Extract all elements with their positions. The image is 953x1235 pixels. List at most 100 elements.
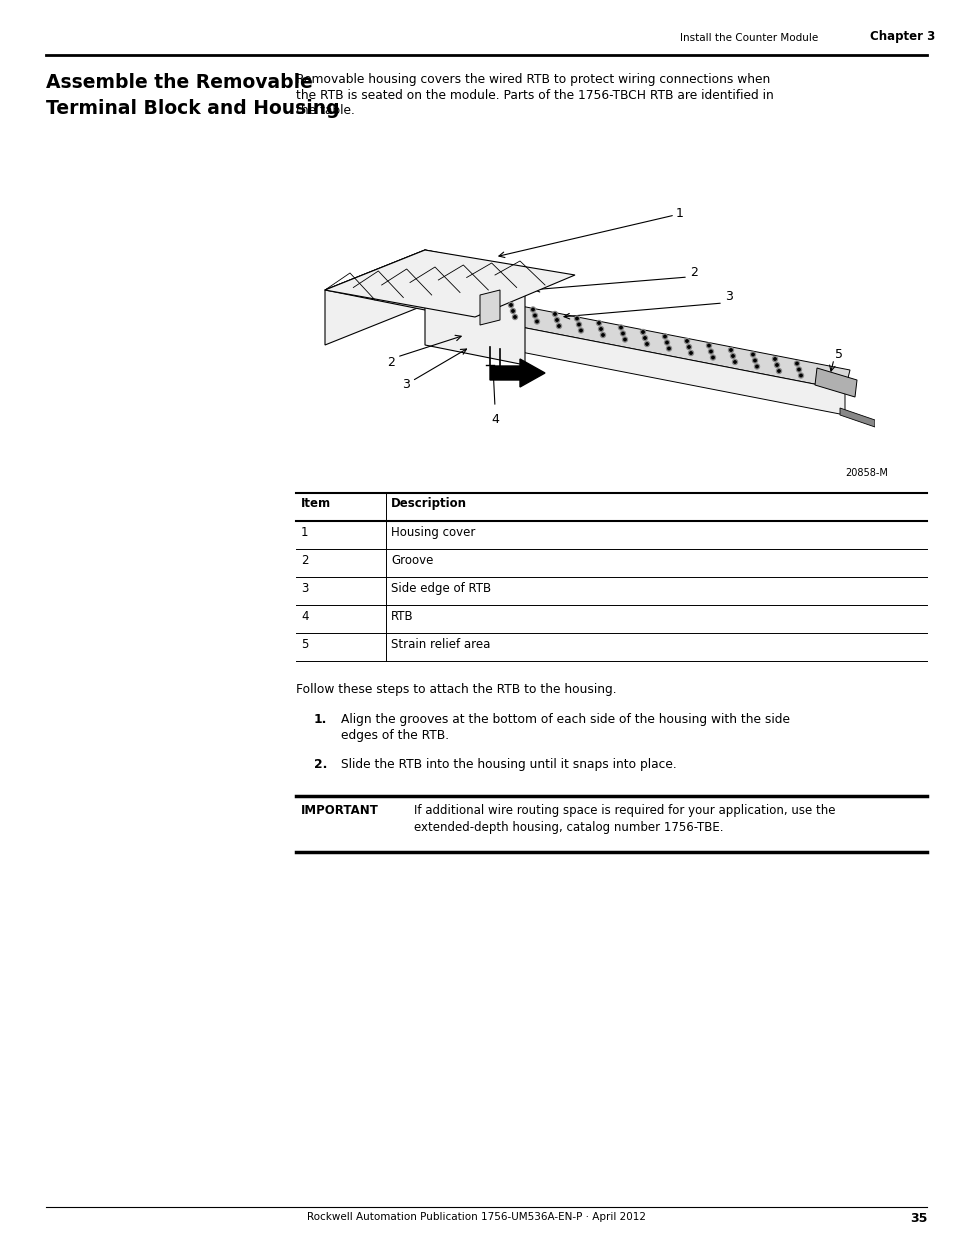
Circle shape bbox=[623, 338, 625, 341]
Polygon shape bbox=[325, 249, 575, 317]
Text: Slide the RTB into the housing until it snaps into place.: Slide the RTB into the housing until it … bbox=[340, 758, 676, 771]
Circle shape bbox=[706, 343, 711, 348]
Circle shape bbox=[754, 364, 759, 369]
Circle shape bbox=[510, 309, 515, 314]
Text: Chapter 3: Chapter 3 bbox=[869, 30, 934, 43]
Circle shape bbox=[730, 353, 735, 358]
Circle shape bbox=[644, 342, 649, 347]
Circle shape bbox=[708, 350, 713, 354]
Circle shape bbox=[578, 324, 579, 326]
Circle shape bbox=[753, 359, 756, 362]
Circle shape bbox=[663, 335, 665, 337]
Text: 1.: 1. bbox=[314, 713, 327, 726]
Circle shape bbox=[530, 308, 535, 312]
Circle shape bbox=[622, 337, 627, 342]
Circle shape bbox=[755, 366, 758, 368]
Text: 3: 3 bbox=[300, 582, 308, 595]
Circle shape bbox=[556, 319, 558, 321]
Circle shape bbox=[667, 347, 670, 350]
Circle shape bbox=[729, 348, 732, 351]
Text: 35: 35 bbox=[909, 1212, 926, 1225]
Circle shape bbox=[752, 358, 757, 363]
Text: Assemble the Removable: Assemble the Removable bbox=[46, 73, 313, 91]
Circle shape bbox=[707, 345, 709, 347]
Circle shape bbox=[514, 316, 516, 319]
Polygon shape bbox=[484, 300, 849, 390]
Circle shape bbox=[772, 357, 777, 362]
Circle shape bbox=[688, 351, 693, 356]
Text: edges of the RTB.: edges of the RTB. bbox=[340, 729, 449, 741]
Circle shape bbox=[619, 326, 621, 329]
Polygon shape bbox=[325, 249, 424, 345]
Circle shape bbox=[661, 333, 667, 338]
Circle shape bbox=[596, 321, 601, 326]
Text: Strain relief area: Strain relief area bbox=[391, 638, 490, 651]
Circle shape bbox=[574, 316, 578, 321]
Circle shape bbox=[794, 361, 799, 366]
Text: the table.: the table. bbox=[295, 104, 355, 117]
Circle shape bbox=[532, 312, 537, 317]
Polygon shape bbox=[490, 359, 544, 387]
Circle shape bbox=[750, 352, 755, 357]
Circle shape bbox=[601, 333, 603, 336]
Text: 4: 4 bbox=[300, 610, 308, 622]
Text: 2: 2 bbox=[387, 356, 395, 368]
Circle shape bbox=[558, 325, 559, 327]
Text: 3: 3 bbox=[724, 290, 732, 304]
Circle shape bbox=[689, 352, 692, 354]
Text: Align the grooves at the bottom of each side of the housing with the side: Align the grooves at the bottom of each … bbox=[340, 713, 789, 726]
Text: IMPORTANT: IMPORTANT bbox=[300, 804, 378, 818]
Circle shape bbox=[799, 374, 801, 377]
Circle shape bbox=[598, 326, 603, 331]
Circle shape bbox=[775, 364, 778, 367]
Text: Terminal Block and Housing: Terminal Block and Housing bbox=[46, 99, 339, 119]
Circle shape bbox=[732, 359, 737, 364]
Circle shape bbox=[645, 343, 647, 346]
Text: 2.: 2. bbox=[314, 758, 327, 771]
Circle shape bbox=[556, 324, 561, 329]
Circle shape bbox=[534, 314, 536, 316]
Text: If additional wire routing space is required for your application, use the: If additional wire routing space is requ… bbox=[414, 804, 835, 818]
Circle shape bbox=[686, 345, 691, 350]
Circle shape bbox=[666, 346, 671, 351]
Circle shape bbox=[599, 327, 601, 330]
Text: 5: 5 bbox=[834, 348, 842, 362]
Text: Item: Item bbox=[300, 496, 331, 510]
Polygon shape bbox=[424, 249, 524, 366]
Circle shape bbox=[531, 309, 534, 311]
Circle shape bbox=[639, 330, 645, 335]
Text: Removable housing covers the wired RTB to protect wiring connections when: Removable housing covers the wired RTB t… bbox=[295, 73, 769, 86]
Circle shape bbox=[618, 325, 623, 330]
Circle shape bbox=[773, 358, 776, 361]
Circle shape bbox=[665, 341, 667, 343]
Circle shape bbox=[579, 330, 581, 332]
Polygon shape bbox=[325, 249, 524, 310]
Text: Install the Counter Module: Install the Counter Module bbox=[679, 33, 818, 43]
Text: Description: Description bbox=[391, 496, 466, 510]
Text: the RTB is seated on the module. Parts of the 1756-TBCH RTB are identified in: the RTB is seated on the module. Parts o… bbox=[295, 89, 773, 101]
Text: 2: 2 bbox=[300, 555, 308, 567]
Circle shape bbox=[685, 340, 687, 342]
Polygon shape bbox=[484, 320, 844, 415]
Circle shape bbox=[552, 311, 557, 316]
Polygon shape bbox=[479, 290, 499, 325]
Circle shape bbox=[576, 322, 581, 327]
Text: extended-depth housing, catalog number 1756-TBE.: extended-depth housing, catalog number 1… bbox=[414, 821, 722, 834]
Circle shape bbox=[774, 363, 779, 368]
Circle shape bbox=[641, 331, 643, 333]
Text: Side edge of RTB: Side edge of RTB bbox=[391, 582, 491, 595]
Circle shape bbox=[796, 367, 801, 372]
Text: Housing cover: Housing cover bbox=[391, 526, 475, 538]
Text: 1: 1 bbox=[676, 207, 683, 220]
Circle shape bbox=[795, 362, 798, 364]
Text: 2: 2 bbox=[689, 267, 698, 279]
Text: 20858-M: 20858-M bbox=[844, 468, 887, 478]
Circle shape bbox=[728, 347, 733, 352]
Circle shape bbox=[684, 338, 689, 343]
Circle shape bbox=[777, 369, 780, 372]
Circle shape bbox=[664, 340, 669, 345]
Circle shape bbox=[576, 317, 578, 320]
Text: 4: 4 bbox=[491, 412, 498, 426]
Circle shape bbox=[512, 315, 517, 320]
Text: Rockwell Automation Publication 1756-UM536A-EN-P · April 2012: Rockwell Automation Publication 1756-UM5… bbox=[307, 1212, 646, 1221]
